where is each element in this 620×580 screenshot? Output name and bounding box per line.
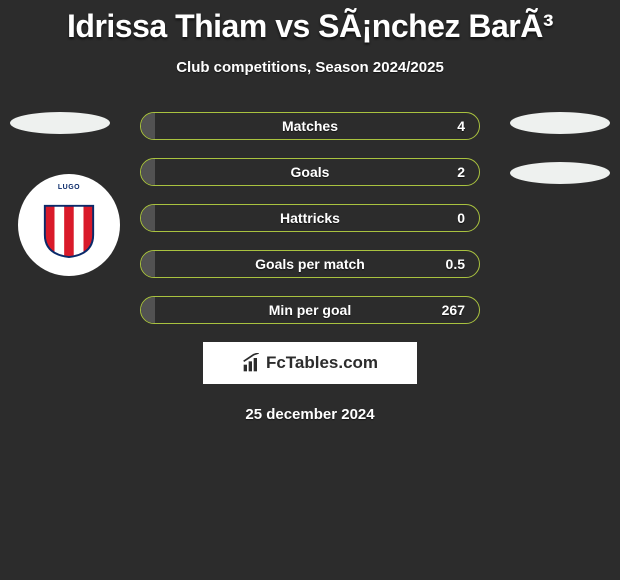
stat-row: Goals2 — [140, 158, 480, 186]
player-right-placeholder — [510, 112, 610, 134]
stat-label: Goals — [141, 164, 479, 180]
club-left-badge: LUGO — [18, 174, 120, 276]
date-text: 25 december 2024 — [0, 406, 620, 423]
stat-label: Min per goal — [141, 302, 479, 318]
stat-value-right: 4 — [457, 118, 465, 134]
shield-icon — [40, 201, 98, 259]
stat-bar-list: Matches4Goals2Hattricks0Goals per match0… — [140, 112, 480, 324]
comparison-area: LUGO Matches4 Goals2 Hattricks0 Goals per m… — [0, 112, 620, 423]
player-left-placeholder — [10, 112, 110, 134]
stat-value-right: 0 — [457, 210, 465, 226]
stat-row: Min per goal267 — [140, 296, 480, 324]
stat-value-right: 0.5 — [446, 256, 465, 272]
stat-label: Matches — [141, 118, 479, 134]
page-title: Idrissa Thiam vs SÃ¡nchez BarÃ³ — [0, 0, 620, 45]
stat-value-right: 267 — [442, 302, 465, 318]
stat-label: Hattricks — [141, 210, 479, 226]
stat-row: Hattricks0 — [140, 204, 480, 232]
stat-label: Goals per match — [141, 256, 479, 272]
badge-text: LUGO — [18, 184, 120, 191]
stat-row: Matches4 — [140, 112, 480, 140]
club-right-placeholder — [510, 162, 610, 184]
stat-value-right: 2 — [457, 164, 465, 180]
brand-text: FcTables.com — [266, 353, 378, 373]
stat-row: Goals per match0.5 — [140, 250, 480, 278]
brand-box[interactable]: FcTables.com — [203, 342, 417, 384]
chart-icon — [242, 353, 262, 373]
subtitle: Club competitions, Season 2024/2025 — [0, 59, 620, 76]
